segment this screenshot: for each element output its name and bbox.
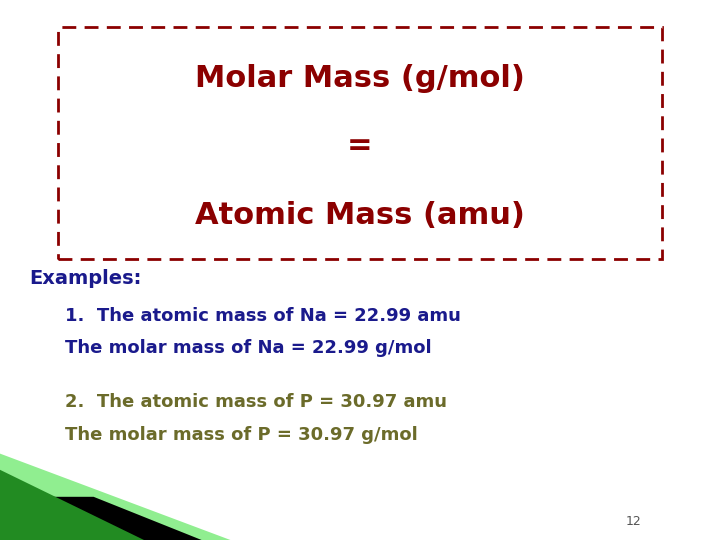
Polygon shape: [0, 454, 230, 540]
Text: Molar Mass (g/mol): Molar Mass (g/mol): [195, 64, 525, 93]
Text: 12: 12: [626, 515, 642, 528]
Text: Examples:: Examples:: [29, 268, 141, 288]
Polygon shape: [0, 497, 202, 540]
Text: =: =: [347, 131, 373, 160]
Text: The molar mass of P = 30.97 g/mol: The molar mass of P = 30.97 g/mol: [65, 426, 418, 444]
FancyBboxPatch shape: [58, 27, 662, 259]
Text: 1.  The atomic mass of Na = 22.99 amu: 1. The atomic mass of Na = 22.99 amu: [65, 307, 461, 325]
Polygon shape: [0, 470, 144, 540]
Text: 2.  The atomic mass of P = 30.97 amu: 2. The atomic mass of P = 30.97 amu: [65, 393, 447, 411]
Text: The molar mass of Na = 22.99 g/mol: The molar mass of Na = 22.99 g/mol: [65, 339, 431, 357]
Text: Atomic Mass (amu): Atomic Mass (amu): [195, 201, 525, 231]
